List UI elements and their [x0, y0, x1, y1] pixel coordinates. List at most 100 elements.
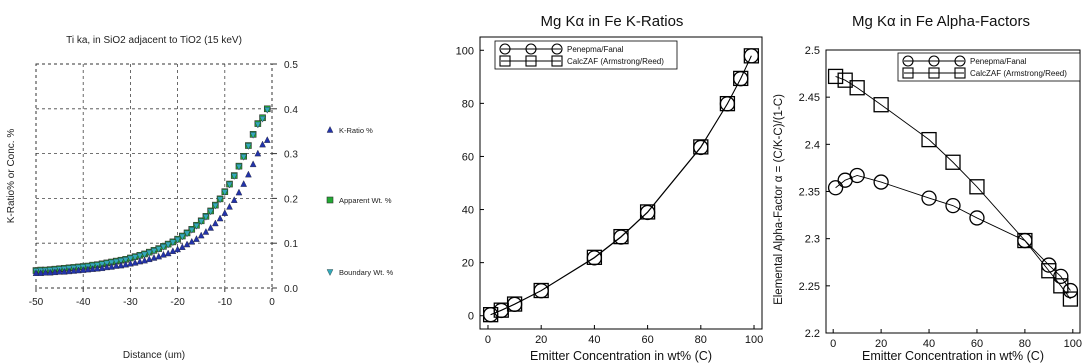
- legend-marker: [551, 43, 563, 55]
- data-point: [131, 254, 139, 262]
- data-point: [56, 267, 63, 275]
- data-point: [112, 262, 120, 269]
- legend-label: Penepma/Fanal: [567, 45, 624, 54]
- x-tick-label: 0: [830, 338, 836, 350]
- legend-marker: [954, 55, 966, 67]
- data-point: [493, 302, 509, 318]
- y-tick-label: 0.2: [284, 194, 298, 205]
- data-point: [245, 170, 252, 178]
- series-line: [835, 75, 1071, 300]
- data-point: [1053, 278, 1069, 294]
- y-tick-label: 2.4: [805, 139, 820, 151]
- chart-mg-kratios: Mg Kα in Fe K-Ratios 0 20 40 60 80 100 0 20 40 60 8…: [456, 13, 764, 363]
- data-point: [84, 265, 92, 273]
- x-tick-label: -10: [218, 297, 233, 308]
- data-point: [42, 268, 49, 276]
- legend-marker: [326, 126, 334, 133]
- y-tick-label: 0.4: [284, 105, 298, 116]
- data-point: [1062, 291, 1079, 307]
- legend-label: CalcZAF (Armstrong/Reed): [970, 69, 1067, 78]
- data-point: [743, 48, 760, 64]
- y-tick-label: 2.45: [799, 92, 820, 104]
- x-tick-label: 0: [269, 297, 275, 308]
- series-penepma-fanal: [482, 48, 760, 323]
- data-point: [207, 208, 214, 216]
- y-tick-label: 80: [462, 98, 474, 110]
- data-point: [65, 267, 73, 275]
- data-point: [1062, 282, 1079, 299]
- chart-title: Mg Kα in Fe K-Ratios: [541, 13, 684, 30]
- legend-marker: [902, 67, 914, 79]
- legend-marker: [499, 55, 511, 67]
- y-tick-label: 2.2: [805, 328, 820, 340]
- data-point: [122, 257, 130, 264]
- legend-label: Apparent Wt. %: [339, 196, 392, 205]
- y-tick-label: 2.3: [805, 234, 820, 246]
- data-point: [216, 196, 224, 204]
- legend-label: CalcZAF (Armstrong/Reed): [567, 57, 664, 66]
- series-calczaf-armstrong-reed: [482, 48, 760, 323]
- data-point: [254, 149, 262, 157]
- data-point: [613, 228, 629, 245]
- data-point: [164, 241, 172, 249]
- data-point: [155, 252, 163, 260]
- legend-marker: [525, 43, 537, 55]
- data-point: [249, 132, 257, 139]
- x-tick-label: 100: [745, 334, 763, 346]
- data-point: [245, 143, 252, 150]
- data-point: [743, 48, 760, 64]
- data-point: [60, 267, 68, 275]
- data-point: [112, 258, 120, 266]
- y-tick-label: 100: [456, 45, 474, 57]
- data-point: [945, 154, 961, 170]
- data-point: [202, 228, 210, 235]
- data-point: [221, 189, 229, 197]
- data-point: [122, 260, 130, 268]
- y-axis-label: Elemental Alpha-Factor α = (C/K-C)/(1-C): [773, 94, 785, 305]
- y-axis-label: K-Ratio% or Conc. %: [6, 129, 17, 224]
- chart-title: Mg Kα in Fe Alpha-Factors: [852, 13, 1030, 30]
- data-point: [506, 296, 523, 312]
- x-tick-label: 20: [535, 334, 547, 346]
- data-point: [212, 219, 219, 227]
- data-point: [160, 244, 167, 251]
- series-penepma-fanal: [827, 167, 1079, 299]
- data-point: [37, 269, 45, 276]
- x-axis-label: Emitter Concentration in wt% (C): [862, 349, 1044, 363]
- data-point: [235, 163, 243, 171]
- data-point: [969, 179, 985, 195]
- plot-frame: [479, 36, 763, 330]
- y-tick-label: 40: [462, 205, 474, 217]
- chart-ti-profile: Ti ka, in SiO2 adjacent to TiO2 (15 keV)…: [6, 35, 394, 361]
- data-point: [145, 255, 153, 263]
- chart-panel-mg-kratios: Mg Kα in Fe K-Ratios 0 20 40 60 80 100 0 20 40 60 8…: [440, 0, 770, 364]
- data-point: [117, 261, 125, 269]
- data-point: [169, 239, 177, 247]
- data-point: [164, 249, 172, 257]
- data-point: [240, 154, 248, 161]
- data-point: [117, 257, 125, 265]
- legend-marker: [928, 67, 940, 79]
- legend-marker: [525, 55, 537, 67]
- data-point: [150, 254, 158, 261]
- chart-panel-mg-alpha: Mg Kα in Fe Alpha-Factors 0 20 40 60 80 100 2.2…: [770, 0, 1089, 364]
- legend-item: CalcZAF (Armstrong/Reed): [902, 67, 1067, 79]
- x-tick-label: 80: [1019, 338, 1031, 350]
- data-point: [127, 259, 134, 267]
- data-point: [193, 235, 200, 242]
- x-tick-label: 80: [695, 334, 707, 346]
- data-point: [586, 249, 603, 265]
- data-point: [849, 80, 865, 96]
- data-point: [921, 131, 937, 148]
- data-point: [131, 258, 139, 266]
- chart-title: Ti ka, in SiO2 adjacent to TiO2 (15 keV): [66, 35, 242, 46]
- data-point: [46, 268, 54, 276]
- data-point: [230, 196, 238, 203]
- data-point: [178, 233, 186, 241]
- y-tick-label: 0.0: [284, 284, 298, 295]
- data-point: [127, 255, 134, 263]
- data-point: [873, 97, 889, 113]
- series-k-ratio: [32, 136, 271, 276]
- data-point: [197, 218, 205, 226]
- x-axis-label: Emitter Concentration in wt% (C): [530, 349, 712, 363]
